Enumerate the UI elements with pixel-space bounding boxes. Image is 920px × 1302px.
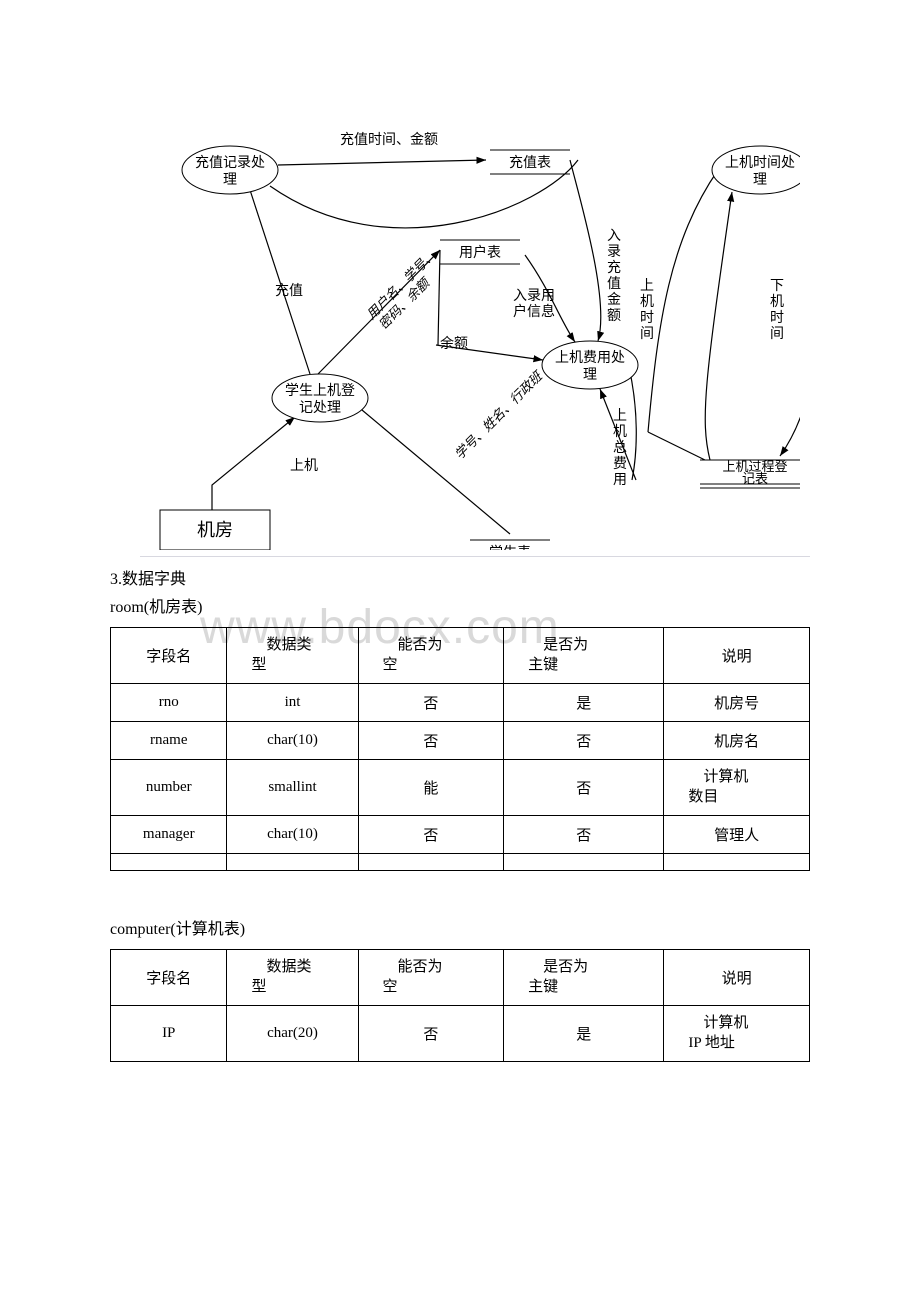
table-cell xyxy=(111,854,227,871)
table-row: rnamechar(10)否否机房名 xyxy=(111,722,810,760)
svg-text:上: 上 xyxy=(640,278,654,294)
svg-text:机: 机 xyxy=(640,294,654,310)
table-row xyxy=(111,854,810,871)
svg-text:上: 上 xyxy=(613,408,627,424)
table-cell: char(20) xyxy=(227,1006,358,1062)
table-cell: 否 xyxy=(358,722,504,760)
table-row: numbersmallint能否 计算机数目 xyxy=(111,760,810,816)
table-row: rnoint否是机房号 xyxy=(111,684,810,722)
table-cell: manager xyxy=(111,816,227,854)
table-cell: 是 xyxy=(504,684,664,722)
svg-text:户信息: 户信息 xyxy=(513,303,555,320)
column-header: 说明 xyxy=(664,628,810,684)
data-dictionary-table: 字段名 数据类型 能否为空 是否为主键说明rnoint否是机房号rnamecha… xyxy=(110,627,810,871)
table-cell: 机房号 xyxy=(664,684,810,722)
column-header: 数据类型 xyxy=(227,628,358,684)
dfd-svg: 充值记录处理上机时间处理学生上机登记处理上机费用处理充值表用户表学生表上机过程登… xyxy=(140,120,800,550)
svg-text:上机费用处: 上机费用处 xyxy=(555,350,625,366)
table-cell xyxy=(227,854,358,871)
table-cell: 机房名 xyxy=(664,722,810,760)
column-header: 能否为空 xyxy=(358,628,504,684)
svg-text:充值: 充值 xyxy=(275,283,303,299)
svg-text:充值记录处: 充值记录处 xyxy=(195,155,265,171)
table-cell: int xyxy=(227,684,358,722)
svg-text:值: 值 xyxy=(607,276,621,292)
table-cell: 计算机数目 xyxy=(664,760,810,816)
svg-text:入录用: 入录用 xyxy=(513,288,555,304)
table-cell xyxy=(358,854,504,871)
svg-text:额: 额 xyxy=(607,308,621,324)
table-cell xyxy=(504,854,664,871)
table-cell: number xyxy=(111,760,227,816)
table-row: IPchar(20)否是 计算机IP 地址 xyxy=(111,1006,810,1062)
svg-text:上机时间处: 上机时间处 xyxy=(725,155,795,171)
table-cell: rname xyxy=(111,722,227,760)
svg-text:下: 下 xyxy=(770,279,784,294)
svg-text:用户表: 用户表 xyxy=(459,244,501,261)
svg-text:充值时间、金额: 充值时间、金额 xyxy=(340,132,438,148)
column-header: 是否为主键 xyxy=(504,628,664,684)
tables-area: room(机房表)字段名 数据类型 能否为空 是否为主键说明rnoint否是机房… xyxy=(110,593,810,1062)
svg-text:入: 入 xyxy=(607,229,621,244)
data-dictionary-table: 字段名 数据类型 能否为空 是否为主键说明IPchar(20)否是 计算机IP … xyxy=(110,949,810,1062)
table-cell: 能 xyxy=(358,760,504,816)
table-cell: 否 xyxy=(504,760,664,816)
table-cell: 否 xyxy=(504,816,664,854)
column-header: 字段名 xyxy=(111,628,227,684)
table-cell: smallint xyxy=(227,760,358,816)
column-header: 说明 xyxy=(664,950,810,1006)
svg-text:学生上机登: 学生上机登 xyxy=(285,383,355,399)
svg-text:充值表: 充值表 xyxy=(509,155,551,171)
table-cell: 否 xyxy=(358,1006,504,1062)
svg-text:总: 总 xyxy=(613,440,627,456)
table-cell: char(10) xyxy=(227,816,358,854)
svg-text:金: 金 xyxy=(607,292,621,308)
column-header: 字段名 xyxy=(111,950,227,1006)
svg-text:学生表: 学生表 xyxy=(489,545,531,550)
svg-text:时: 时 xyxy=(640,310,654,326)
document-page: www.bdocx.com 充值记录处理上机时间处理学生上机登记处理上机费用处理… xyxy=(0,0,920,1122)
table-cell: char(10) xyxy=(227,722,358,760)
svg-text:余额: 余额 xyxy=(440,335,468,352)
table-cell: rno xyxy=(111,684,227,722)
table-cell: 否 xyxy=(358,684,504,722)
table-cell: 管理人 xyxy=(664,816,810,854)
table-cell: IP xyxy=(111,1006,227,1062)
table-caption: computer(计算机表) xyxy=(110,915,810,939)
table-cell: 否 xyxy=(504,722,664,760)
table-cell xyxy=(664,854,810,871)
table-row: managerchar(10)否否管理人 xyxy=(111,816,810,854)
dataflow-diagram: 充值记录处理上机时间处理学生上机登记处理上机费用处理充值表用户表学生表上机过程登… xyxy=(140,120,810,557)
svg-text:记表: 记表 xyxy=(742,471,768,486)
svg-text:间: 间 xyxy=(640,326,654,342)
svg-text:充: 充 xyxy=(607,260,621,276)
svg-text:费: 费 xyxy=(613,456,627,472)
svg-text:时: 时 xyxy=(770,310,784,326)
svg-text:录: 录 xyxy=(607,244,621,260)
svg-text:用: 用 xyxy=(613,473,627,488)
table-cell: 否 xyxy=(358,816,504,854)
column-header: 能否为空 xyxy=(358,950,504,1006)
svg-text:机房: 机房 xyxy=(197,520,233,540)
table-cell: 是 xyxy=(504,1006,664,1062)
svg-text:机: 机 xyxy=(613,424,627,440)
svg-text:上机: 上机 xyxy=(290,458,318,474)
column-header: 数据类型 xyxy=(227,950,358,1006)
column-header: 是否为主键 xyxy=(504,950,664,1006)
section-heading: 3.数据字典 xyxy=(110,565,810,589)
svg-text:记处理: 记处理 xyxy=(299,400,341,416)
svg-text:理: 理 xyxy=(583,368,597,383)
svg-text:学号、姓名、行政班: 学号、姓名、行政班 xyxy=(452,367,547,462)
table-caption: room(机房表) xyxy=(110,593,810,617)
svg-text:理: 理 xyxy=(223,173,237,188)
svg-text:机: 机 xyxy=(770,294,784,310)
svg-text:理: 理 xyxy=(753,173,767,188)
table-cell: 计算机IP 地址 xyxy=(664,1006,810,1062)
svg-text:间: 间 xyxy=(770,326,784,342)
